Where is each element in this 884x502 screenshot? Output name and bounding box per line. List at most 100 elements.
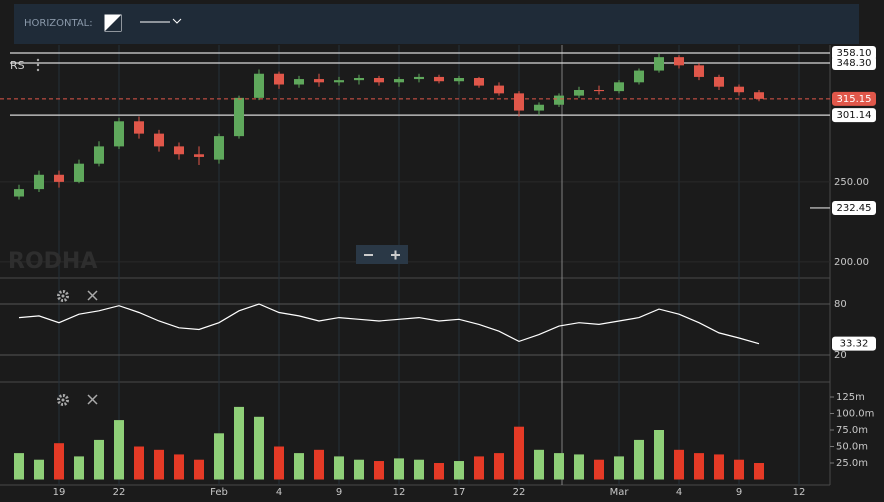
fill-toggle[interactable] [104,14,122,32]
candle-body [534,104,544,111]
candle-body [254,73,264,98]
candle-body [634,70,644,83]
candle-body [34,174,44,190]
hline-label: 232.45 [837,203,872,214]
volume-bar [654,430,664,480]
candle-body [274,73,284,85]
candle-body [194,154,204,157]
candle-body [454,77,464,82]
volume-bar [234,406,244,480]
x-tick-label: 12 [393,487,406,498]
volume-bar [354,459,364,480]
hline-label-box [832,108,876,123]
volume-bar [134,446,144,480]
hline-label: 301.14 [837,110,872,121]
volume-bar [14,453,24,480]
candle-body [734,86,744,93]
volume-bar [754,463,764,480]
volume-bar [634,439,644,480]
y-tick-label: 20 [834,350,847,361]
volume-bar [214,433,224,480]
candle-body [394,79,404,83]
volume-bar [314,449,324,480]
volume-bar [494,453,504,480]
volume-bar [54,443,64,480]
volume-bar [174,454,184,480]
volume-bar [274,446,284,480]
candle-body [134,121,144,134]
volume-bar [694,453,704,480]
zoom-controls [356,245,408,264]
x-tick-label: 22 [513,487,526,498]
candle-body [354,77,364,81]
volume-bar [614,456,624,480]
candle-body [754,92,764,99]
y-tick-label: 125m [836,392,865,403]
last-price-label: 315.15 [837,94,872,105]
volume-bar [394,458,404,480]
volume-bar [434,463,444,480]
x-tick-label: Feb [210,487,228,498]
x-tick-label: Mar [610,487,630,498]
candle-body [694,65,704,77]
candle-body [574,90,584,96]
candle-body [474,77,484,86]
volume-bar [34,459,44,480]
volume-bar [94,439,104,480]
candle-body [154,133,164,147]
candle-body [74,163,84,182]
hline-label-box [832,200,876,215]
candle-body [54,174,64,182]
candle-body [374,77,384,83]
candle-body [234,97,244,137]
volume-bar [514,426,524,480]
last-price-label-box [832,91,876,106]
volume-close[interactable] [87,394,98,405]
x-tick-label: 9 [736,487,742,498]
y-tick-label: 50.0m [836,442,868,453]
y-tick-label: 80 [834,299,847,310]
volume-bar [294,453,304,480]
candle-body [514,93,524,111]
candle-body [174,146,184,155]
volume-bar [254,416,264,480]
candle-body [334,80,344,83]
toolbar-label: HORIZONTAL: [24,18,93,29]
volume-settings[interactable] [57,394,69,406]
rsi-settings[interactable] [57,290,69,302]
zoom-in[interactable] [391,250,400,260]
volume-bar [554,453,564,480]
rsi-close[interactable] [87,290,98,301]
candle-body [94,146,104,164]
candle-body [214,136,224,160]
volume-bar [114,420,124,480]
volume-bar [194,459,204,480]
volume-bar [334,456,344,480]
y-tick-label: 75.0m [836,425,868,436]
x-tick-label: 4 [676,487,682,498]
candle-body [294,79,304,85]
x-tick-label: 19 [53,487,66,498]
volume-bar [714,454,724,480]
x-tick-label: 9 [336,487,342,498]
volume-bar [534,449,544,480]
candle-body [714,76,724,87]
hline-label: 348.30 [837,58,872,69]
symbol-menu[interactable] [36,58,40,72]
y-tick-label: 200.00 [834,257,869,268]
volume-bar [154,449,164,480]
candle-body [434,76,444,82]
watermark: RODHA [8,249,97,274]
symbol: RS [10,59,25,72]
hline-label: 358.10 [837,48,872,59]
y-tick-label: 25.0m [836,458,868,469]
y-tick-label: 250.00 [834,177,869,188]
x-tick-label: 4 [276,487,282,498]
candle-body [14,189,24,197]
rsi-line [18,303,760,345]
line-style-dropdown[interactable] [140,18,182,24]
y-tick-label: 100.0m [836,408,874,419]
volume-bar [454,461,464,480]
